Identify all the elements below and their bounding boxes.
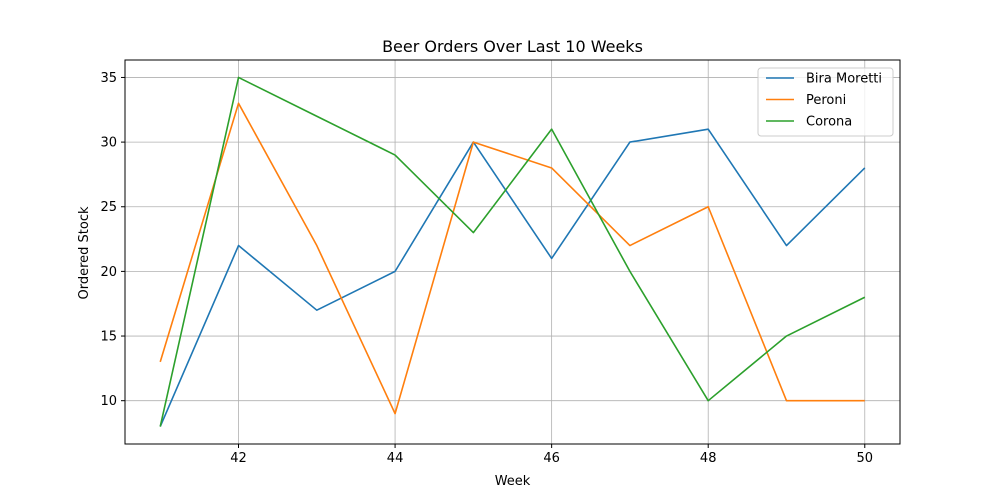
plot-area-frame — [124, 59, 901, 445]
x-tick-label: 48 — [700, 451, 717, 466]
y-tick-label: 30 — [100, 136, 117, 151]
y-tick-label: 10 — [100, 394, 117, 409]
y-tick-label: 20 — [100, 265, 117, 280]
y-axis-title: Ordered Stock — [77, 206, 92, 299]
x-tick-label: 44 — [387, 451, 404, 466]
legend: Bira Moretti Peroni Corona — [757, 67, 894, 137]
grid — [125, 60, 900, 444]
series-line-peroni — [159, 102, 865, 415]
x-axis-title: Week — [495, 474, 531, 489]
x-tick-label: 46 — [543, 451, 560, 466]
series-line-corona — [159, 76, 866, 427]
series-line-bira-moretti — [159, 128, 866, 427]
legend-label: Bira Moretti — [806, 72, 882, 87]
legend-label: Peroni — [806, 93, 846, 108]
x-tick-label: 50 — [856, 451, 873, 466]
y-tick-label: 25 — [100, 200, 117, 215]
series-lines — [159, 76, 866, 427]
legend-label: Corona — [806, 115, 852, 130]
x-tick-label: 42 — [230, 451, 247, 466]
y-tick-label: 35 — [100, 71, 117, 86]
chart-title: Beer Orders Over Last 10 Weeks — [382, 37, 643, 56]
axis-ticks: 42 44 46 48 50 10 15 20 25 30 35 — [100, 71, 873, 466]
legend-box — [757, 67, 894, 137]
y-tick-label: 15 — [100, 330, 117, 345]
